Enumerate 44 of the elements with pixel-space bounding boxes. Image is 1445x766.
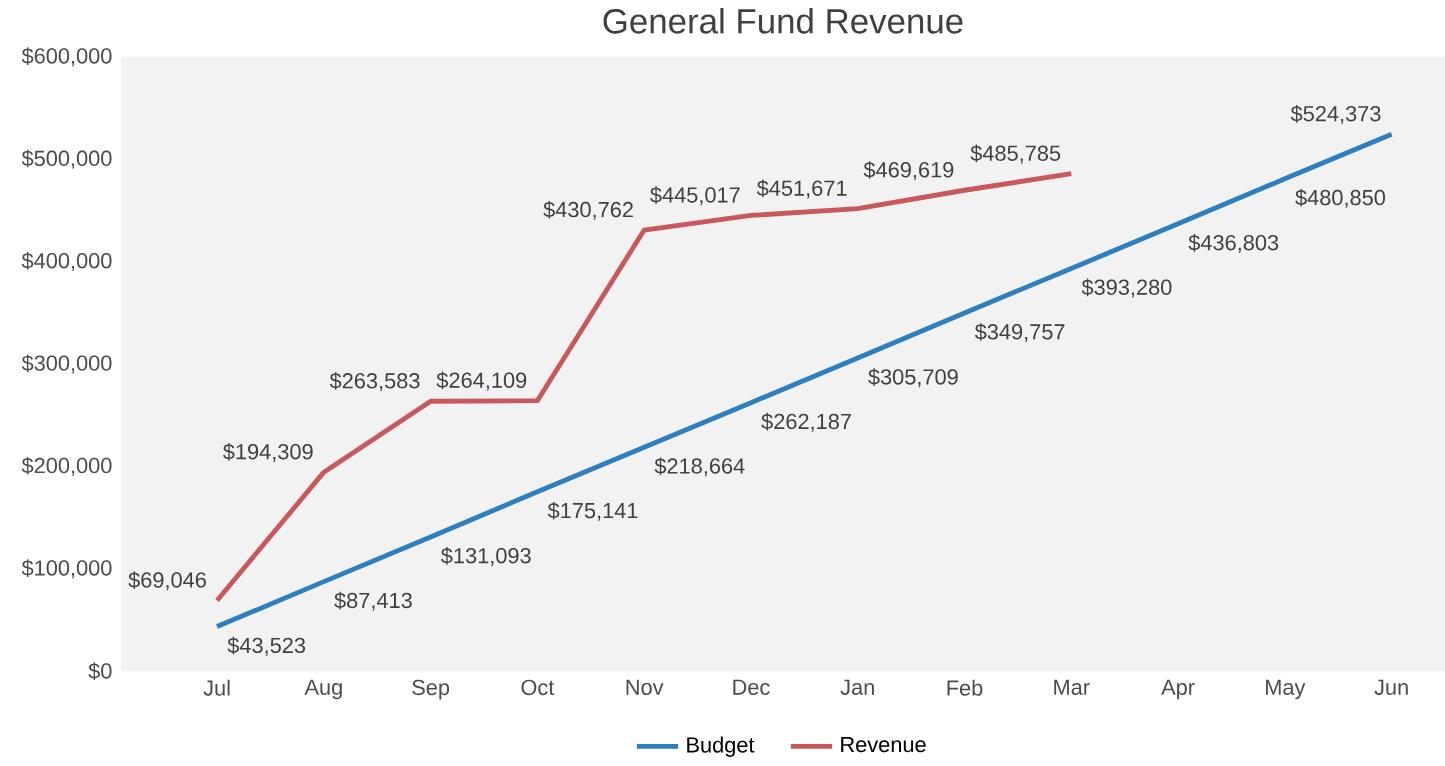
x-tick-label: Dec — [733, 679, 770, 696]
x-tick-label: Mar — [1054, 679, 1090, 696]
data-label: $264,109 — [436, 371, 527, 391]
x-tick-label: May — [1266, 679, 1306, 700]
data-label: $43,523 — [227, 636, 306, 656]
data-label: $263,583 — [329, 372, 420, 392]
data-label: $524,373 — [1290, 105, 1381, 125]
x-tick-label: Nov — [626, 679, 664, 696]
data-label: $480,850 — [1295, 189, 1386, 208]
y-tick-label: $300,000 — [21, 354, 112, 374]
data-label: $485,785 — [970, 144, 1061, 164]
legend-label: Budget — [687, 736, 755, 758]
x-tick-label: Apr — [1161, 679, 1195, 700]
data-label: $87,413 — [334, 591, 412, 611]
data-label: $436,803 — [1188, 234, 1279, 254]
y-tick-label: $0 — [88, 662, 112, 681]
data-label: $469,619 — [863, 161, 954, 181]
line-series — [214, 131, 1395, 630]
x-tick-label: Oct — [521, 679, 555, 696]
x-tick-label: Jul — [203, 679, 230, 696]
data-label: $349,757 — [974, 323, 1065, 343]
x-tick-label: Aug — [304, 679, 342, 700]
x-tick-label: Jun — [1374, 679, 1408, 696]
data-label: $430,762 — [543, 201, 633, 220]
data-label: $451,671 — [756, 179, 847, 199]
y-tick-label: $600,000 — [21, 47, 112, 67]
chart-title: General Fund Revenue — [603, 8, 963, 34]
legend-label: Revenue — [841, 737, 926, 753]
data-label: $69,046 — [128, 571, 206, 591]
y-tick-label: $100,000 — [21, 559, 112, 579]
data-label: $194,309 — [223, 443, 313, 463]
x-tick-label: Sep — [412, 679, 450, 700]
y-tick-label: $500,000 — [21, 149, 112, 169]
data-label: $218,664 — [654, 457, 745, 477]
x-tick-label: Jan — [840, 679, 874, 696]
data-label: $131,093 — [441, 547, 531, 567]
data-label: $305,709 — [868, 368, 958, 388]
data-label: $175,141 — [547, 502, 638, 522]
data-label: $445,017 — [650, 186, 740, 206]
data-label: $393,280 — [1081, 278, 1172, 298]
y-tick-label: $200,000 — [21, 457, 112, 476]
data-label: $262,187 — [761, 412, 851, 432]
x-tick-label: Feb — [947, 679, 983, 696]
y-tick-label: $400,000 — [21, 252, 112, 272]
